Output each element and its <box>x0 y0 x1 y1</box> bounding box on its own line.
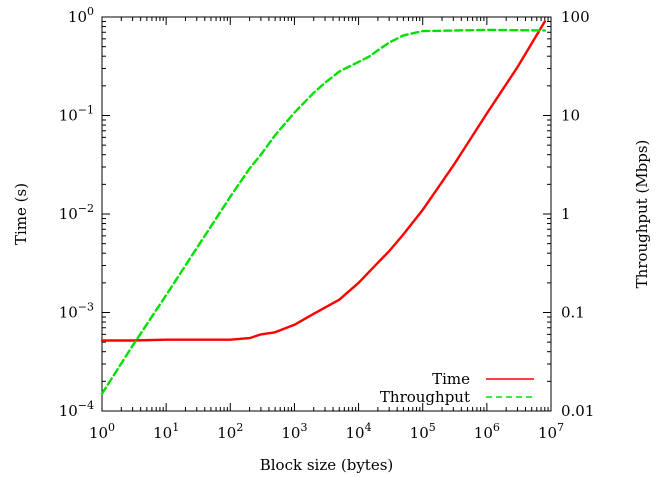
series-line-throughput <box>100 28 546 395</box>
axis-tick-labels: 100 101 102 103 104 105 106 10710−410−310−210−1… <box>59 5 595 442</box>
x-tick-label: 106 <box>474 421 500 442</box>
series-lines <box>100 20 546 395</box>
legend-label-throughput: Throughput <box>380 388 470 406</box>
y2-tick-label: 1 <box>561 205 571 223</box>
y2-tick-label: 100 <box>561 8 590 26</box>
y2-tick-label: 0.01 <box>561 402 594 420</box>
x-tick-label: 105 <box>410 421 436 442</box>
axis-ticks <box>101 16 552 412</box>
y-tick-label: 10−2 <box>59 202 94 223</box>
x-tick-label: 107 <box>538 421 564 442</box>
x-tick-label: 104 <box>346 421 372 442</box>
y2-axis-title: Throughput (Mbps) <box>633 140 651 289</box>
x-tick-label: 102 <box>217 421 243 442</box>
x-tick-label: 103 <box>281 421 307 442</box>
y-tick-label: 10−4 <box>59 399 94 420</box>
series-line-time <box>100 20 546 342</box>
legend: Time Throughput <box>380 370 534 406</box>
x-tick-label: 101 <box>153 421 179 442</box>
y-tick-label: 100 <box>68 5 94 26</box>
y-tick-label: 10−3 <box>59 301 94 322</box>
x-tick-label: 100 <box>89 421 115 442</box>
x-axis-title: Block size (bytes) <box>260 456 394 474</box>
y2-tick-label: 10 <box>561 107 580 125</box>
y-axis-title: Time (s) <box>12 183 30 245</box>
y2-tick-label: 0.1 <box>561 304 585 322</box>
y-tick-label: 10−1 <box>59 104 94 125</box>
legend-label-time: Time <box>432 370 470 388</box>
plot-frame <box>101 16 552 412</box>
